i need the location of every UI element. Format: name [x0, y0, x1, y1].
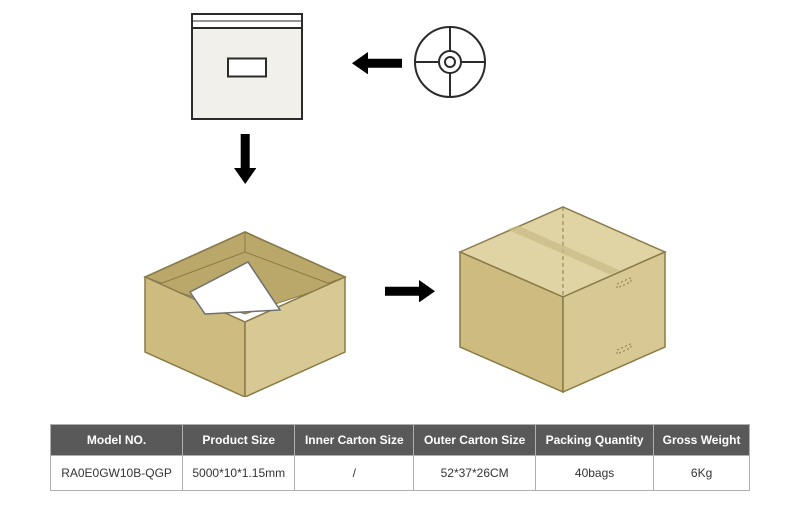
- bag-icon: [190, 12, 304, 121]
- table-cell: 6Kg: [654, 456, 750, 491]
- table-cell: 52*37*26CM: [414, 456, 536, 491]
- closed-box-icon: [445, 192, 680, 397]
- table-header: Inner Carton Size: [295, 425, 414, 456]
- arrow-left-icon: [352, 52, 402, 74]
- arrow-down-icon: [234, 134, 256, 184]
- arrow-right-icon: [385, 280, 435, 302]
- table-header: Product Size: [183, 425, 295, 456]
- table-header: Model NO.: [51, 425, 183, 456]
- table-row: RA0E0GW10B-QGP5000*10*1.15mm/52*37*26CM4…: [51, 456, 750, 491]
- table-cell: RA0E0GW10B-QGP: [51, 456, 183, 491]
- table-header: Packing Quantity: [536, 425, 654, 456]
- table-header: Gross Weight: [654, 425, 750, 456]
- table-header: Outer Carton Size: [414, 425, 536, 456]
- spec-table: Model NO.Product SizeInner Carton SizeOu…: [50, 424, 750, 491]
- packaging-diagram: [0, 0, 800, 420]
- open-box-icon: [130, 192, 360, 397]
- table-cell: 5000*10*1.15mm: [183, 456, 295, 491]
- reel-icon: [412, 24, 488, 100]
- table-cell: 40bags: [536, 456, 654, 491]
- table-cell: /: [295, 456, 414, 491]
